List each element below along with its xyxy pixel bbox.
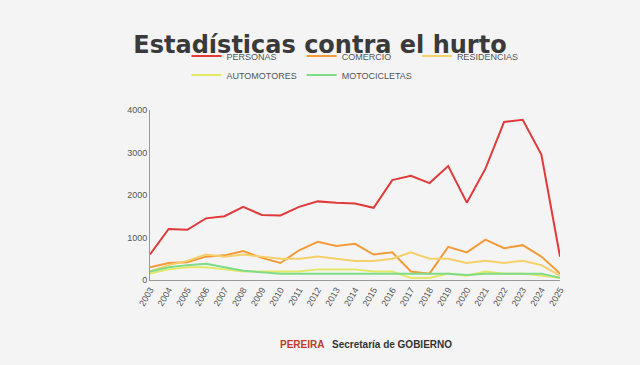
- svg-text:PERSONAS: PERSONAS: [227, 52, 277, 62]
- svg-text:2024: 2024: [528, 286, 547, 308]
- svg-text:2012: 2012: [305, 286, 324, 308]
- svg-text:2021: 2021: [472, 286, 491, 308]
- svg-text:1000: 1000: [127, 233, 147, 243]
- svg-text:Estadísticas contra el hurto: Estadísticas contra el hurto: [133, 31, 506, 59]
- svg-text:3000: 3000: [127, 148, 147, 158]
- svg-text:2020: 2020: [454, 286, 473, 308]
- svg-text:2007: 2007: [212, 286, 231, 308]
- svg-text:2022: 2022: [491, 286, 510, 308]
- svg-text:2017: 2017: [398, 286, 417, 308]
- svg-text:PEREIRA: PEREIRA: [280, 339, 324, 350]
- svg-text:RESIDENCIAS: RESIDENCIAS: [457, 52, 518, 62]
- svg-text:2018: 2018: [417, 286, 436, 308]
- svg-text:MOTOCICLETAS: MOTOCICLETAS: [342, 71, 412, 81]
- svg-text:2008: 2008: [230, 286, 249, 308]
- svg-text:2023: 2023: [510, 286, 529, 308]
- svg-text:2004: 2004: [156, 286, 175, 308]
- svg-text:2013: 2013: [323, 286, 342, 308]
- svg-text:2006: 2006: [193, 286, 212, 308]
- svg-text:2003: 2003: [137, 286, 156, 308]
- svg-text:2016: 2016: [379, 286, 398, 308]
- svg-text:2009: 2009: [249, 286, 268, 308]
- svg-text:2000: 2000: [127, 190, 147, 200]
- svg-text:2025: 2025: [547, 286, 566, 308]
- svg-text:2015: 2015: [361, 286, 380, 308]
- svg-text:0: 0: [142, 275, 147, 285]
- svg-text:4000: 4000: [127, 105, 147, 115]
- svg-text:2011: 2011: [286, 286, 304, 308]
- svg-text:Secretaría de GOBIERNO: Secretaría de GOBIERNO: [332, 339, 452, 350]
- svg-text:2019: 2019: [435, 286, 454, 308]
- svg-text:2010: 2010: [267, 286, 286, 308]
- svg-text:2014: 2014: [342, 286, 361, 308]
- svg-text:2005: 2005: [174, 286, 193, 308]
- svg-text:COMERCIO: COMERCIO: [342, 52, 392, 62]
- svg-text:AUTOMOTORES: AUTOMOTORES: [227, 71, 297, 81]
